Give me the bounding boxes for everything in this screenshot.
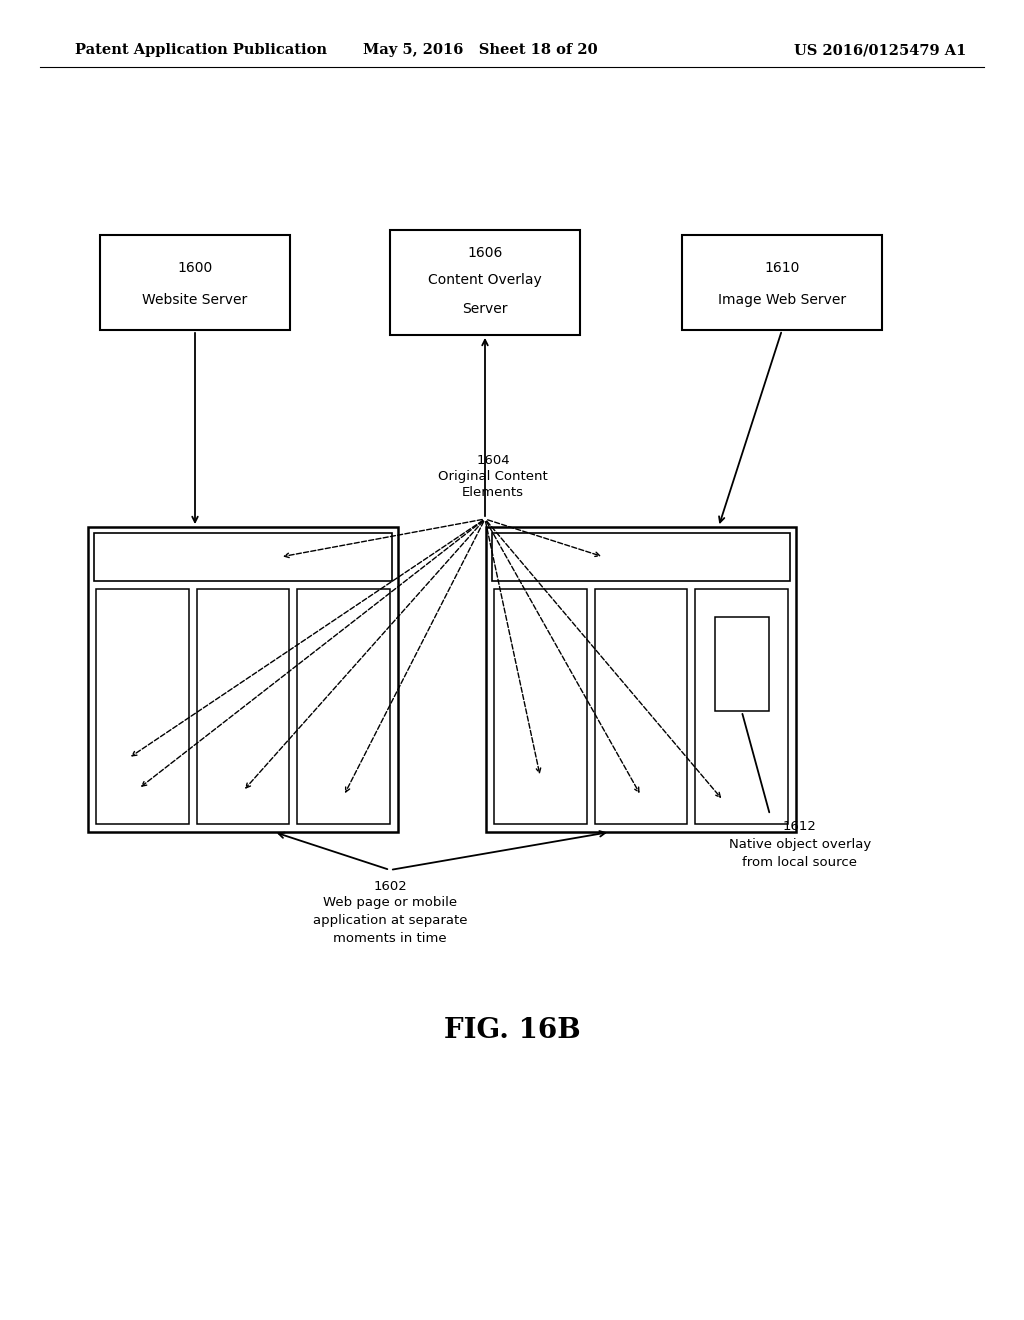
Text: Website Server: Website Server — [142, 293, 248, 306]
Bar — [390, 230, 580, 335]
Text: 1602: 1602 — [373, 880, 407, 894]
Text: Content Overlay: Content Overlay — [428, 273, 542, 288]
Text: 1600: 1600 — [177, 261, 213, 276]
Bar — [486, 527, 796, 832]
Bar — [715, 618, 769, 711]
Text: 1610: 1610 — [764, 261, 800, 276]
Text: Elements: Elements — [462, 486, 524, 499]
Bar — [494, 589, 587, 824]
Text: 1604: 1604 — [476, 454, 510, 467]
Text: Server: Server — [462, 302, 508, 315]
Text: Original Content: Original Content — [438, 470, 548, 483]
Bar — [492, 533, 790, 581]
Text: from local source: from local source — [742, 855, 857, 869]
Text: May 5, 2016   Sheet 18 of 20: May 5, 2016 Sheet 18 of 20 — [362, 44, 597, 57]
Bar — [695, 589, 788, 824]
Text: moments in time: moments in time — [333, 932, 446, 945]
Bar — [197, 589, 290, 824]
Bar — [682, 235, 882, 330]
Text: FIG. 16B: FIG. 16B — [443, 1016, 581, 1044]
Text: Web page or mobile: Web page or mobile — [323, 896, 457, 909]
Text: 1612: 1612 — [783, 820, 817, 833]
Bar — [94, 533, 392, 581]
Bar — [297, 589, 390, 824]
Bar — [595, 589, 687, 824]
Bar — [88, 527, 398, 832]
Text: 1606: 1606 — [467, 246, 503, 260]
Text: application at separate: application at separate — [312, 913, 467, 927]
Bar — [100, 235, 290, 330]
Text: Patent Application Publication: Patent Application Publication — [75, 44, 327, 57]
Bar — [96, 589, 188, 824]
Text: Native object overlay: Native object overlay — [729, 838, 871, 851]
Text: US 2016/0125479 A1: US 2016/0125479 A1 — [794, 44, 967, 57]
Text: Image Web Server: Image Web Server — [718, 293, 846, 306]
